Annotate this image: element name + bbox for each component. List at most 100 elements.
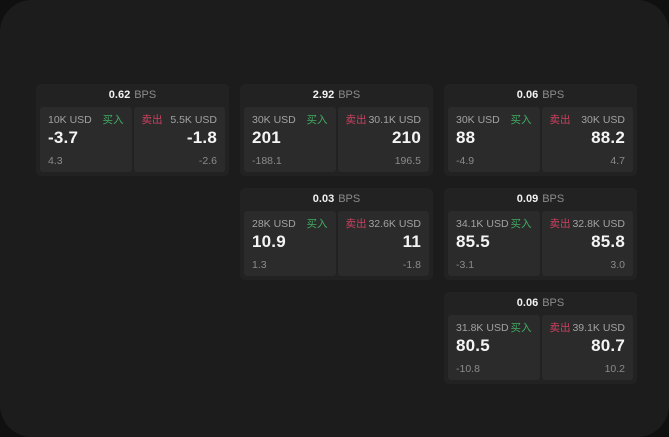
sell-size: 39.1K USD [572,322,625,334]
sell-top-row: 卖出 30.1K USD [346,115,422,126]
sell-side-label: 卖出 [345,114,367,126]
sell-panel[interactable]: 卖出 5.5K USD -1.8 -2.6 [133,107,225,172]
sell-top-row: 卖出 32.6K USD [346,219,422,230]
quote-card: 0.06 BPS 30K USD 买入 88 -4.9 卖出 30K USD 8… [444,84,637,176]
bps-value: 0.06 [516,89,539,101]
sell-delta: -1.8 [402,258,421,271]
buy-sell-panels: 31.8K USD 买入 80.5 -10.8 卖出 39.1K USD 80.… [448,315,633,380]
sell-price: 85.8 [591,231,625,251]
bps-unit-label: BPS [338,89,361,101]
buy-price: 80.5 [456,335,490,355]
buy-panel[interactable]: 28K USD 买入 10.9 1.3 [244,211,336,276]
quote-card: 2.92 BPS 30K USD 买入 201 -188.1 卖出 30.1K … [240,84,433,176]
bps-unit-label: BPS [542,89,565,101]
buy-top-row: 10K USD 买入 [48,115,124,126]
buy-delta: -3.1 [456,258,475,271]
sell-side-label: 卖出 [345,218,367,230]
buy-top-row: 31.8K USD 买入 [456,323,532,334]
bps-unit-label: BPS [134,89,157,101]
sell-side-label: 卖出 [549,114,571,126]
sell-size: 32.8K USD [572,218,625,230]
buy-side-label: 买入 [102,114,124,126]
buy-size: 10K USD [48,114,92,126]
buy-delta: -10.8 [456,362,480,375]
quote-card: 0.62 BPS 10K USD 买入 -3.7 4.3 卖出 5.5K USD… [36,84,229,176]
sell-side-label: 卖出 [549,322,571,334]
buy-sell-panels: 30K USD 买入 88 -4.9 卖出 30K USD 88.2 4.7 [448,107,633,172]
buy-top-row: 30K USD 买入 [456,115,532,126]
buy-price: -3.7 [48,127,79,147]
sell-price: -1.8 [186,127,217,147]
buy-price: 85.5 [456,231,490,251]
sell-size: 5.5K USD [170,114,217,126]
card-header: 0.62 BPS [40,84,225,107]
buy-panel[interactable]: 30K USD 买入 201 -188.1 [244,107,336,172]
sell-top-row: 卖出 30K USD [550,115,626,126]
sell-panel[interactable]: 卖出 32.6K USD 11 -1.8 [337,211,429,276]
sell-top-row: 卖出 5.5K USD [142,115,218,126]
card-header: 0.09 BPS [448,188,633,211]
quote-card: 0.06 BPS 31.8K USD 买入 80.5 -10.8 卖出 39.1… [444,292,637,384]
buy-top-row: 28K USD 买入 [252,219,328,230]
buy-panel[interactable]: 34.1K USD 买入 85.5 -3.1 [448,211,540,276]
buy-panel[interactable]: 31.8K USD 买入 80.5 -10.8 [448,315,540,380]
sell-delta: 3.0 [610,258,625,271]
sell-panel[interactable]: 卖出 39.1K USD 80.7 10.2 [541,315,633,380]
buy-size: 34.1K USD [456,218,509,230]
sell-top-row: 卖出 32.8K USD [550,219,626,230]
bps-unit-label: BPS [338,193,361,205]
buy-panel[interactable]: 10K USD 买入 -3.7 4.3 [40,107,132,172]
buy-size: 30K USD [252,114,296,126]
buy-delta: -188.1 [252,154,282,167]
buy-delta: -4.9 [456,154,475,167]
buy-top-row: 30K USD 买入 [252,115,328,126]
card-header: 0.06 BPS [448,84,633,107]
buy-side-label: 买入 [510,218,532,230]
buy-top-row: 34.1K USD 买入 [456,219,532,230]
sell-price: 11 [402,231,421,251]
buy-price: 201 [252,127,281,147]
buy-delta: 1.3 [252,258,267,271]
buy-size: 31.8K USD [456,322,509,334]
sell-price: 80.7 [591,335,625,355]
sell-delta: 196.5 [394,154,421,167]
bps-unit-label: BPS [542,193,565,205]
buy-side-label: 买入 [510,114,532,126]
sell-side-label: 卖出 [141,114,163,126]
buy-sell-panels: 28K USD 买入 10.9 1.3 卖出 32.6K USD 11 -1.8 [244,211,429,276]
bps-value: 0.03 [312,193,335,205]
buy-panel[interactable]: 30K USD 买入 88 -4.9 [448,107,540,172]
quote-card: 0.03 BPS 28K USD 买入 10.9 1.3 卖出 32.6K US… [240,188,433,280]
sell-delta: -2.6 [198,154,217,167]
buy-price: 88 [456,127,476,147]
sell-size: 30.1K USD [368,114,421,126]
card-header: 0.03 BPS [244,188,429,211]
card-header: 2.92 BPS [244,84,429,107]
buy-side-label: 买入 [306,218,328,230]
sell-price: 88.2 [591,127,625,147]
bps-value: 0.62 [108,89,131,101]
sell-price: 210 [392,127,421,147]
buy-size: 28K USD [252,218,296,230]
bps-value: 0.06 [516,297,539,309]
sell-delta: 10.2 [604,362,625,375]
bps-unit-label: BPS [542,297,565,309]
buy-sell-panels: 10K USD 买入 -3.7 4.3 卖出 5.5K USD -1.8 -2.… [40,107,225,172]
buy-sell-panels: 34.1K USD 买入 85.5 -3.1 卖出 32.8K USD 85.8… [448,211,633,276]
buy-sell-panels: 30K USD 买入 201 -188.1 卖出 30.1K USD 210 1… [244,107,429,172]
quote-grid: 0.62 BPS 10K USD 买入 -3.7 4.3 卖出 5.5K USD… [36,84,637,384]
buy-delta: 4.3 [48,154,63,167]
sell-panel[interactable]: 卖出 32.8K USD 85.8 3.0 [541,211,633,276]
sell-top-row: 卖出 39.1K USD [550,323,626,334]
sell-side-label: 卖出 [549,218,571,230]
sell-panel[interactable]: 卖出 30.1K USD 210 196.5 [337,107,429,172]
buy-side-label: 买入 [510,322,532,334]
quote-card: 0.09 BPS 34.1K USD 买入 85.5 -3.1 卖出 32.8K… [444,188,637,280]
sell-size: 30K USD [581,114,625,126]
buy-size: 30K USD [456,114,500,126]
buy-side-label: 买入 [306,114,328,126]
card-header: 0.06 BPS [448,292,633,315]
sell-panel[interactable]: 卖出 30K USD 88.2 4.7 [541,107,633,172]
sell-delta: 4.7 [610,154,625,167]
